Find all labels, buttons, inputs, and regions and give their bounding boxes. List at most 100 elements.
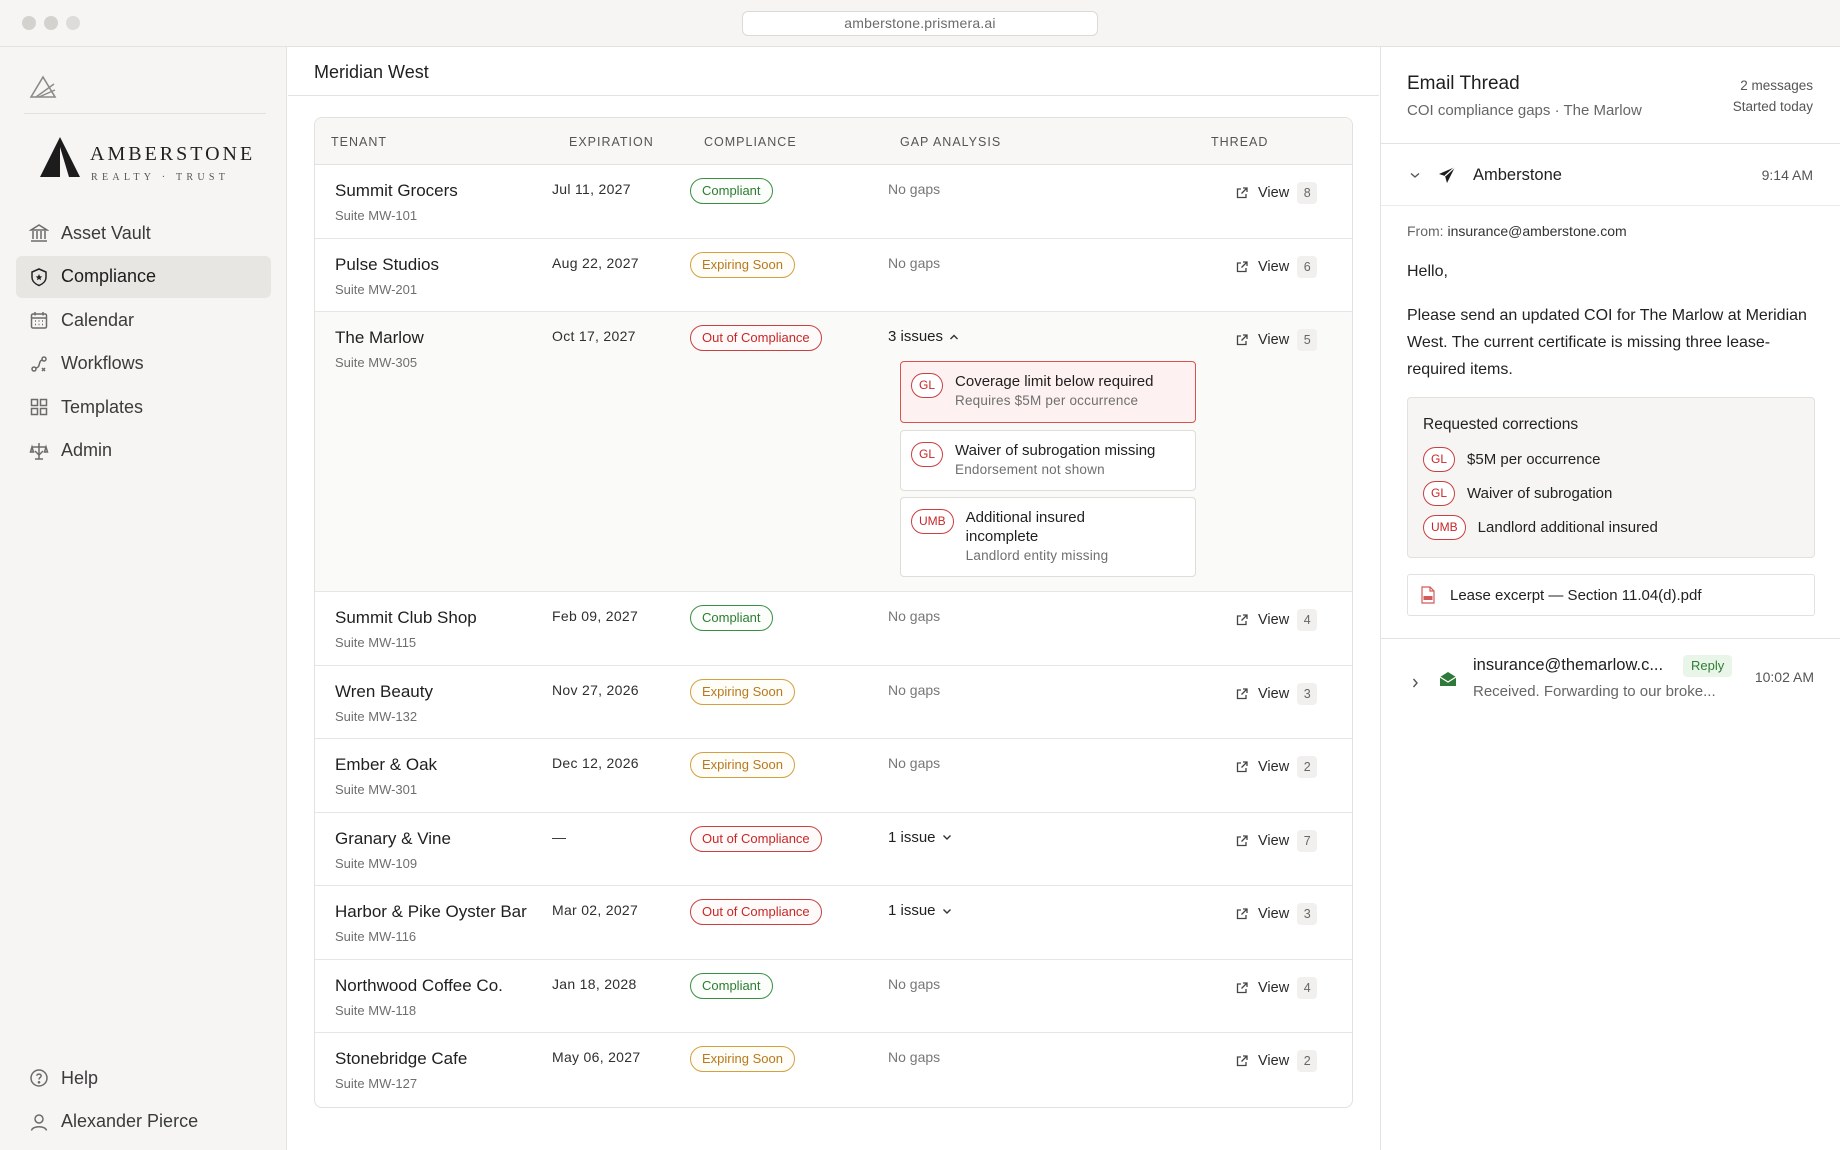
expiration-date: Oct 17, 2027 bbox=[552, 328, 636, 344]
thread-count: 8 bbox=[1297, 182, 1318, 204]
sidebar-item-admin[interactable]: Admin bbox=[16, 430, 271, 472]
sidebar-item-templates[interactable]: Templates bbox=[16, 386, 271, 428]
tenant-name: Stonebridge Cafe bbox=[335, 1049, 468, 1068]
sidebar-item-help[interactable]: Help bbox=[16, 1057, 271, 1099]
sidebar-item-calendar[interactable]: Calendar bbox=[16, 299, 271, 341]
corrections-title: Requested corrections bbox=[1423, 416, 1579, 433]
message-header[interactable]: Amberstone 9:14 AM bbox=[1381, 144, 1840, 206]
view-thread-button[interactable]: View 3 bbox=[1235, 903, 1318, 925]
chevron-up-icon bbox=[950, 334, 959, 339]
view-label: View bbox=[1258, 612, 1290, 628]
gap-analysis: No gaps bbox=[888, 254, 941, 271]
status-badge: Compliant bbox=[690, 605, 773, 631]
grid-icon bbox=[28, 396, 50, 418]
expiration-date: Aug 22, 2027 bbox=[552, 254, 639, 271]
expiration-date: — bbox=[552, 828, 567, 845]
attachment[interactable]: Lease excerpt — Section 11.04(d).pdf bbox=[1407, 574, 1815, 616]
address-bar[interactable]: amberstone.prismera.ai bbox=[742, 11, 1098, 36]
expiration-date: Jul 11, 2027 bbox=[552, 181, 631, 197]
shield-icon bbox=[28, 266, 50, 288]
sidebar-item-compliance[interactable]: Compliance bbox=[16, 255, 271, 298]
table-row[interactable]: Northwood Coffee Co. Suite MW-118 Jan 18,… bbox=[315, 960, 1352, 1033]
thread-count: 6 bbox=[1297, 255, 1318, 278]
send-icon bbox=[1439, 166, 1456, 183]
panel-title: Email Thread bbox=[1407, 73, 1520, 94]
column-header-tenant: TENANT bbox=[331, 135, 387, 149]
view-thread-button[interactable]: View 6 bbox=[1235, 255, 1318, 278]
table-row[interactable]: Wren Beauty Suite MW-132 Nov 27, 2026 Exp… bbox=[315, 666, 1352, 739]
thread-count: 2 bbox=[1297, 756, 1318, 778]
thread-count: 2 bbox=[1297, 1050, 1318, 1072]
external-link-icon bbox=[1236, 187, 1248, 199]
view-label: View bbox=[1258, 258, 1290, 275]
main-content: Meridian West TENANT EXPIRATION COMPLIAN… bbox=[288, 47, 1379, 1150]
user-icon bbox=[28, 1111, 50, 1133]
gap-issues-toggle[interactable]: 1 issue bbox=[888, 902, 953, 919]
sidebar-divider bbox=[24, 113, 266, 114]
minimize-window-button[interactable] bbox=[44, 16, 58, 30]
message-greeting: Hello, bbox=[1407, 263, 1448, 280]
tenant-suite: Suite MW-301 bbox=[335, 782, 418, 797]
help-icon bbox=[28, 1067, 50, 1089]
view-thread-button[interactable]: View 2 bbox=[1235, 1050, 1318, 1072]
attachment-name: Lease excerpt — Section 11.04(d).pdf bbox=[1450, 586, 1702, 604]
issue-card[interactable]: GL Coverage limit below required Requires… bbox=[900, 361, 1196, 423]
user-profile[interactable]: Alexander Pierce bbox=[16, 1101, 271, 1143]
sidebar-item-label: Admin bbox=[61, 440, 113, 460]
chevron-right-icon[interactable] bbox=[1409, 677, 1421, 689]
view-thread-button[interactable]: View 4 bbox=[1235, 609, 1318, 631]
gap-issues-toggle[interactable]: 3 issues bbox=[888, 328, 960, 345]
amberstone-logo-icon bbox=[40, 137, 80, 177]
message-body: Please send an updated COI for The Marlo… bbox=[1407, 307, 1807, 378]
tenant-name: Granary & Vine bbox=[335, 828, 451, 848]
view-thread-button[interactable]: View 7 bbox=[1235, 829, 1318, 852]
external-link-icon bbox=[1236, 761, 1248, 773]
view-thread-button[interactable]: View 3 bbox=[1235, 682, 1318, 705]
view-label: View bbox=[1258, 685, 1290, 702]
table-row[interactable]: Summit Club Shop Suite MW-115 Feb 09, 202… bbox=[315, 592, 1352, 666]
sidebar-item-label: Compliance bbox=[61, 266, 157, 286]
thread-count: 5 bbox=[1297, 329, 1318, 351]
app-logo-icon[interactable] bbox=[28, 73, 58, 101]
tenant-suite: Suite MW-101 bbox=[335, 208, 418, 223]
view-thread-button[interactable]: View 5 bbox=[1235, 329, 1318, 351]
table-row[interactable]: Summit Grocers Suite MW-101 Jul 11, 2027 … bbox=[315, 165, 1352, 239]
maximize-window-button[interactable] bbox=[66, 16, 80, 30]
thread-started: Started today bbox=[1732, 99, 1813, 114]
table-row[interactable]: Granary & Vine Suite MW-109 — Out of Comp… bbox=[315, 813, 1352, 886]
panel-header: Email Thread COI compliance gaps · The M… bbox=[1381, 47, 1840, 144]
collapsed-message[interactable]: insurance@themarlow.c... Reply 10:02 AM … bbox=[1381, 639, 1840, 719]
external-link-icon bbox=[1236, 1055, 1248, 1067]
view-label: View bbox=[1258, 906, 1290, 922]
sidebar-item-workflows[interactable]: Workflows bbox=[16, 343, 271, 385]
expiration-date: Nov 27, 2026 bbox=[552, 681, 639, 698]
issue-title: Coverage limit below required bbox=[955, 373, 1154, 390]
chevron-down-icon[interactable] bbox=[1409, 169, 1421, 181]
chevron-down-icon bbox=[942, 835, 951, 840]
table-header: TENANT EXPIRATION COMPLIANCE GAP ANALYSI… bbox=[315, 118, 1352, 165]
issue-card[interactable]: GL Waiver of subrogation missing Endorsem… bbox=[900, 430, 1196, 491]
from-label: From: bbox=[1407, 223, 1444, 239]
correction-item: UMB Landlord additional insured bbox=[1423, 514, 1658, 540]
sidebar-item-asset-vault[interactable]: Asset Vault bbox=[16, 212, 271, 254]
table-row[interactable]: Stonebridge Cafe Suite MW-127 May 06, 202… bbox=[315, 1033, 1352, 1107]
table-row[interactable]: Harbor & Pike Oyster Bar Suite MW-116 Mar… bbox=[315, 886, 1352, 960]
status-badge: Expiring Soon bbox=[690, 678, 795, 705]
calendar-icon bbox=[28, 309, 50, 331]
view-thread-button[interactable]: View 2 bbox=[1235, 756, 1318, 778]
view-thread-button[interactable]: View 4 bbox=[1235, 976, 1318, 999]
message-sender: Amberstone bbox=[1473, 166, 1562, 184]
correction-text: Waiver of subrogation bbox=[1467, 484, 1613, 502]
view-thread-button[interactable]: View 8 bbox=[1235, 182, 1318, 204]
tenant-name: The Marlow bbox=[335, 328, 424, 347]
thread-count: 7 bbox=[1297, 829, 1318, 852]
close-window-button[interactable] bbox=[22, 16, 36, 30]
gap-issues-toggle[interactable]: 1 issue bbox=[888, 829, 953, 846]
table-row-expanded[interactable]: The Marlow Suite MW-305 Oct 17, 2027 Out … bbox=[315, 312, 1352, 592]
issue-card[interactable]: UMB Additional insured incomplete Landlor… bbox=[900, 497, 1196, 577]
tenant-suite: Suite MW-305 bbox=[335, 355, 418, 370]
gap-analysis: No gaps bbox=[888, 755, 941, 771]
table-row[interactable]: Pulse Studios Suite MW-201 Aug 22, 2027 E… bbox=[315, 239, 1352, 312]
table-row[interactable]: Ember & Oak Suite MW-301 Dec 12, 2026 Exp… bbox=[315, 739, 1352, 813]
tenant-name: Wren Beauty bbox=[335, 681, 433, 701]
